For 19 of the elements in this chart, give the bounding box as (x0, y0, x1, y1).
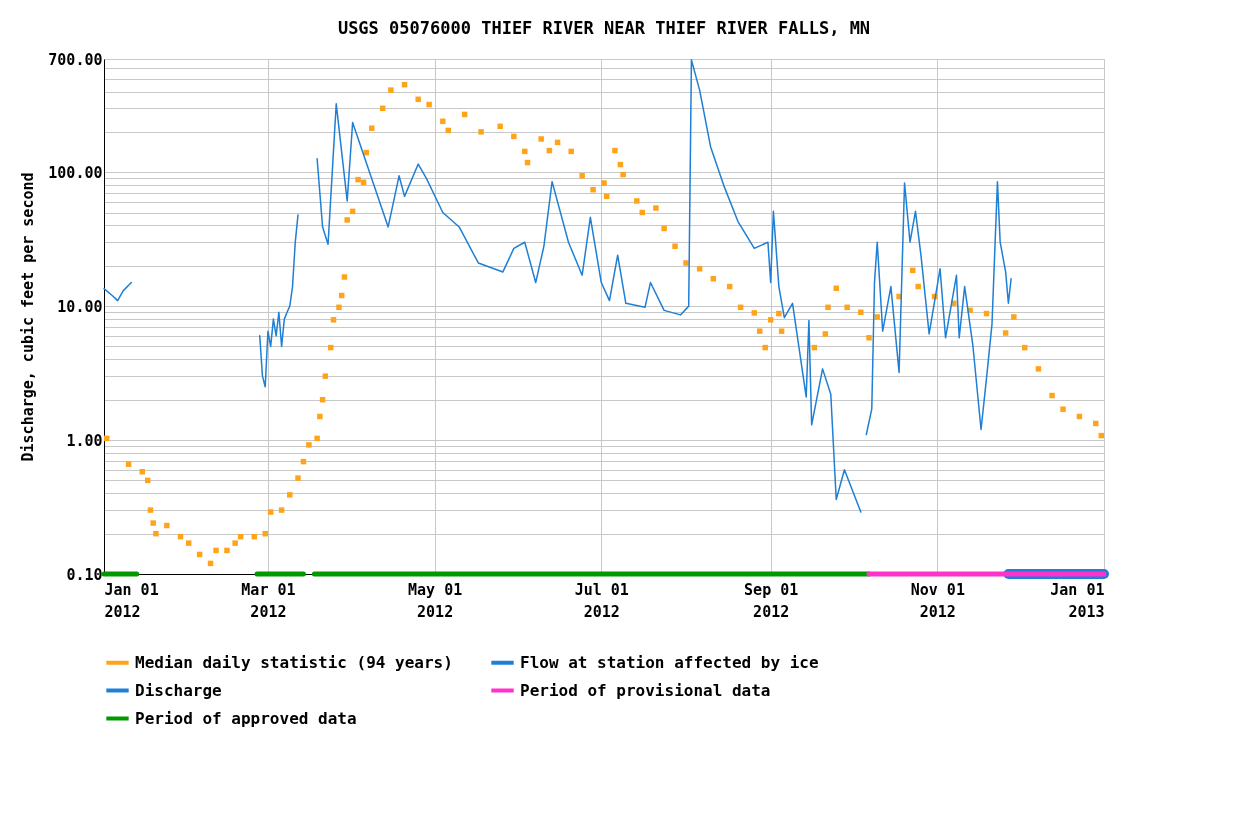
legend-label: Period of provisional data (520, 680, 771, 700)
x-tick-label: Nov 01 2012 (910, 580, 965, 621)
x-tick-label: May 01 2012 (408, 580, 463, 621)
x-tick-label: Jan 01 2013 (1050, 580, 1105, 621)
legend-label: Median daily statistic (94 years) (135, 652, 453, 672)
y-tick-label: 1.00 (66, 431, 103, 450)
y-tick-label: 700.00 (48, 50, 103, 69)
chart-title: USGS 05076000 THIEF RIVER NEAR THIEF RIVER FALLS, MN (337, 18, 871, 38)
x-tick-label: Jan 01 2012 (104, 580, 159, 621)
legend-label: Flow at station affected by ice (520, 652, 819, 672)
x-tick-label: Mar 01 2012 (241, 580, 296, 621)
x-tick-label: Jul 01 2012 (574, 580, 629, 621)
y-tick-label: 100.00 (48, 163, 103, 182)
x-tick-label: Sep 01 2012 (744, 580, 799, 621)
y-tick-label: 10.00 (57, 297, 103, 316)
legend-label: Discharge (135, 680, 222, 700)
y-axis-title: Discharge, cubic feet per second (19, 172, 38, 462)
legend-label: Period of approved data (135, 708, 357, 728)
y-tick-label: 0.10 (66, 565, 103, 584)
